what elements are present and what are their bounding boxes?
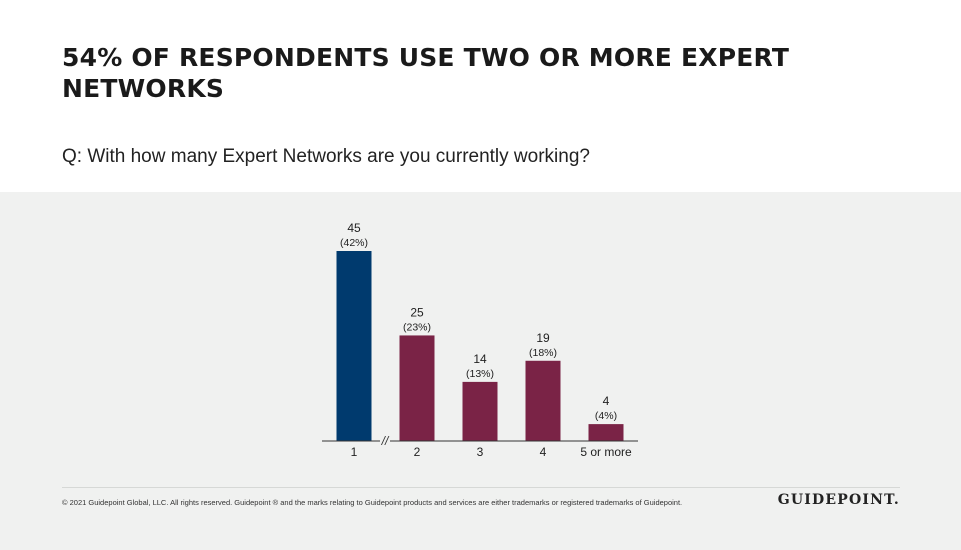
survey-question: Q: With how many Expert Networks are you… [62, 146, 590, 167]
bar [336, 251, 372, 441]
value-label: 14 [473, 352, 487, 366]
bar [588, 424, 624, 441]
axis-break-gap [380, 436, 390, 446]
value-label: 19 [536, 331, 550, 345]
bar [525, 360, 561, 441]
category-label: 4 [540, 445, 547, 459]
copyright-notice: © 2021 Guidepoint Global, LLC. All right… [62, 498, 683, 507]
bar-chart: 45 (42%) 1 25 (23%) 2 14 (13%) 3 19 (18%) 4 4 (4%) 5 o… [322, 221, 638, 459]
value-label: 45 [347, 221, 361, 235]
category-label: 1 [351, 445, 358, 459]
bar [462, 381, 498, 441]
category-label: 2 [414, 445, 421, 459]
bar [399, 335, 435, 441]
guidepoint-logo: GUIDEPOINT. [777, 492, 900, 508]
percent-label: (13%) [466, 368, 494, 380]
percent-label: (4%) [595, 410, 617, 422]
value-label: 4 [603, 394, 610, 408]
header-panel: 54% OF RESPONDENTS USE TWO OR MORE EXPER… [0, 0, 961, 192]
category-label: 5 or more [580, 445, 632, 459]
page-title: 54% OF RESPONDENTS USE TWO OR MORE EXPER… [62, 43, 790, 103]
percent-label: (18%) [529, 347, 557, 359]
footer-divider [62, 487, 900, 488]
percent-label: (42%) [340, 237, 368, 249]
percent-label: (23%) [403, 321, 431, 333]
value-label: 25 [410, 305, 424, 319]
axis-break-marker: // [381, 434, 390, 448]
category-label: 3 [477, 445, 484, 459]
